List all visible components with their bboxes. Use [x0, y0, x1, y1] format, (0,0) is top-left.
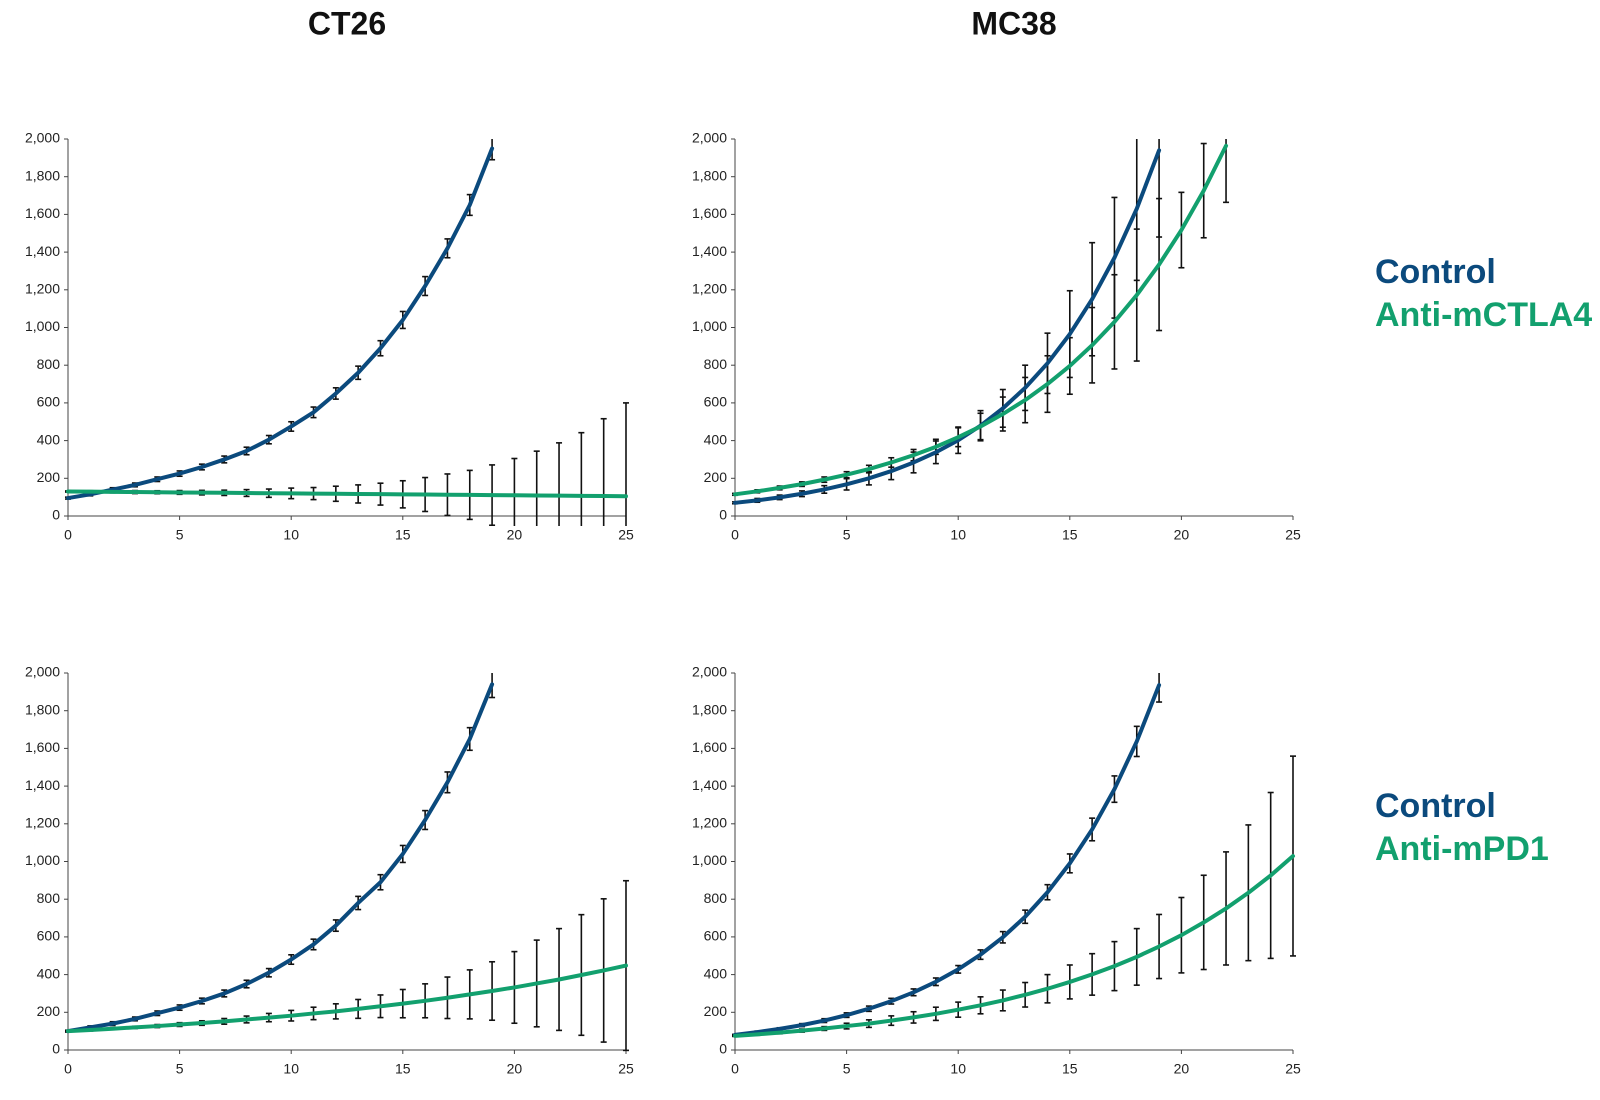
- y-tick-label: 1,000: [25, 852, 60, 868]
- x-tick-label: 20: [1174, 527, 1190, 543]
- series-line: [66, 489, 628, 499]
- y-tick-label: 0: [719, 507, 727, 523]
- column-title: MC38: [971, 5, 1056, 41]
- legend-entry: Anti-mCTLA4: [1375, 296, 1592, 334]
- x-tick-label: 15: [1062, 1061, 1078, 1077]
- y-tick-label: 1,600: [692, 739, 727, 755]
- y-tick-label: 1,200: [25, 281, 60, 297]
- y-tick-label: 1,600: [692, 205, 727, 221]
- y-tick-label: 200: [37, 469, 61, 485]
- y-tick-label: 600: [704, 394, 728, 410]
- panel: MC3802004006008001,0001,2001,4001,6001,8…: [692, 5, 1592, 542]
- legend-entry: Control: [1375, 253, 1496, 291]
- y-tick-label: 1,800: [25, 701, 60, 717]
- y-tick-label: 1,800: [692, 701, 727, 717]
- x-tick-label: 5: [176, 527, 184, 543]
- y-tick-label: 200: [37, 1003, 61, 1019]
- x-tick-label: 0: [64, 1061, 72, 1077]
- panel: CT2602004006008001,0001,2001,4001,6001,8…: [25, 5, 634, 543]
- x-tick-label: 5: [843, 527, 851, 543]
- y-tick-label: 400: [704, 965, 728, 981]
- y-tick-label: 800: [704, 356, 728, 372]
- y-tick-label: 200: [704, 1003, 728, 1019]
- legend-entry: Anti-mPD1: [1375, 830, 1549, 868]
- y-tick-label: 1,400: [692, 243, 727, 259]
- y-tick-label: 800: [37, 890, 61, 906]
- y-tick-label: 1,000: [692, 318, 727, 334]
- y-tick-label: 600: [704, 928, 728, 944]
- x-tick-label: 0: [64, 527, 72, 543]
- y-tick-label: 0: [719, 1041, 727, 1057]
- plot-area: [732, 673, 1296, 1038]
- y-tick-label: 1,000: [25, 318, 60, 334]
- y-tick-label: 2,000: [25, 664, 60, 680]
- plot-area: [65, 139, 629, 526]
- panel: 02004006008001,0001,2001,4001,6001,8002,…: [25, 664, 634, 1077]
- x-tick-label: 15: [395, 1061, 411, 1077]
- column-title: CT26: [308, 5, 386, 41]
- plot-area: [65, 673, 629, 1052]
- series-line: [66, 146, 495, 501]
- y-tick-label: 800: [704, 890, 728, 906]
- y-tick-label: 1,400: [25, 243, 60, 259]
- x-tick-label: 20: [507, 1061, 523, 1077]
- y-tick-label: 2,000: [692, 664, 727, 680]
- y-tick-label: 200: [704, 469, 728, 485]
- y-tick-label: 0: [52, 1041, 60, 1057]
- series-line: [733, 683, 1162, 1037]
- y-tick-label: 1,600: [25, 205, 60, 221]
- y-tick-label: 1,200: [692, 815, 727, 831]
- y-tick-label: 600: [37, 928, 61, 944]
- x-tick-label: 15: [1062, 527, 1078, 543]
- panel: 02004006008001,0001,2001,4001,6001,8002,…: [692, 664, 1549, 1077]
- y-tick-label: 400: [37, 431, 61, 447]
- x-tick-label: 25: [618, 1061, 634, 1077]
- series-line: [733, 143, 1229, 497]
- x-tick-label: 0: [731, 1061, 739, 1077]
- series-line: [733, 854, 1295, 1038]
- x-tick-label: 15: [395, 527, 411, 543]
- y-tick-label: 400: [704, 431, 728, 447]
- y-tick-label: 1,600: [25, 739, 60, 755]
- x-tick-label: 10: [950, 527, 966, 543]
- y-tick-label: 2,000: [25, 130, 60, 146]
- x-tick-label: 5: [843, 1061, 851, 1077]
- x-tick-label: 25: [618, 527, 634, 543]
- x-tick-label: 10: [950, 1061, 966, 1077]
- legend-entry: Control: [1375, 787, 1496, 825]
- y-tick-label: 1,200: [25, 815, 60, 831]
- x-tick-label: 25: [1285, 1061, 1301, 1077]
- x-tick-label: 25: [1285, 527, 1301, 543]
- plot-area: [732, 139, 1230, 505]
- y-tick-label: 0: [52, 507, 60, 523]
- y-tick-label: 1,800: [692, 167, 727, 183]
- x-tick-label: 10: [283, 527, 299, 543]
- series-line: [66, 963, 628, 1034]
- x-tick-label: 10: [283, 1061, 299, 1077]
- y-tick-label: 400: [37, 965, 61, 981]
- y-tick-label: 2,000: [692, 130, 727, 146]
- y-tick-label: 1,200: [692, 281, 727, 297]
- series-line: [733, 148, 1162, 505]
- x-tick-label: 5: [176, 1061, 184, 1077]
- y-tick-label: 1,000: [692, 852, 727, 868]
- y-tick-label: 600: [37, 394, 61, 410]
- x-tick-label: 0: [731, 527, 739, 543]
- y-tick-label: 800: [37, 356, 61, 372]
- y-tick-label: 1,400: [25, 777, 60, 793]
- x-tick-label: 20: [507, 527, 523, 543]
- series-line: [66, 682, 495, 1034]
- x-tick-label: 20: [1174, 1061, 1190, 1077]
- y-tick-label: 1,800: [25, 167, 60, 183]
- y-tick-label: 1,400: [692, 777, 727, 793]
